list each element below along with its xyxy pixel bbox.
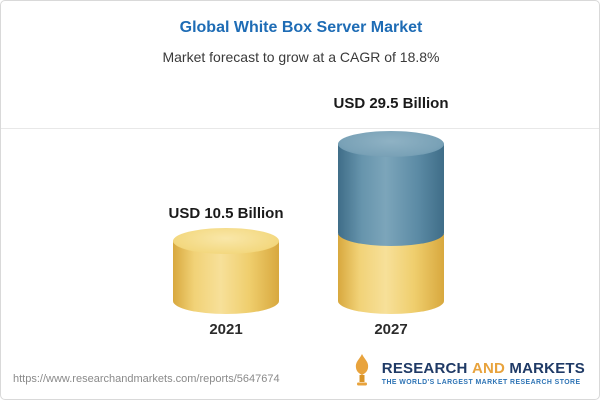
bar-2027-top (338, 131, 444, 157)
logo-emblem-icon (349, 354, 375, 391)
chart-title: Global White Box Server Market (179, 19, 423, 36)
gridline (1, 128, 599, 129)
source-url[interactable]: https://www.researchandmarkets.com/repor… (13, 373, 280, 385)
bar-2027-base-segment (338, 234, 444, 314)
axis-label-2027: 2027 (374, 321, 408, 338)
chart-subtitle: Market forecast to grow at a CAGR of 18.… (162, 49, 440, 65)
logo-wordmark: RESEARCH AND MARKETS (381, 359, 585, 377)
bar-value-label-2027: USD 29.5 Billion (333, 95, 449, 112)
bar-2027-top-segment (338, 144, 444, 246)
bar-value-label-2021: USD 10.5 Billion (168, 205, 284, 222)
research-and-markets-logo[interactable]: RESEARCH AND MARKETS THE WORLD'S LARGEST… (349, 354, 585, 391)
logo-tagline: THE WORLD'S LARGEST MARKET RESEARCH STOR… (381, 378, 581, 386)
axis-label-2021: 2021 (209, 321, 243, 338)
bar-2021-top (173, 228, 279, 254)
logo-text: RESEARCH AND MARKETS THE WORLD'S LARGEST… (382, 360, 585, 386)
